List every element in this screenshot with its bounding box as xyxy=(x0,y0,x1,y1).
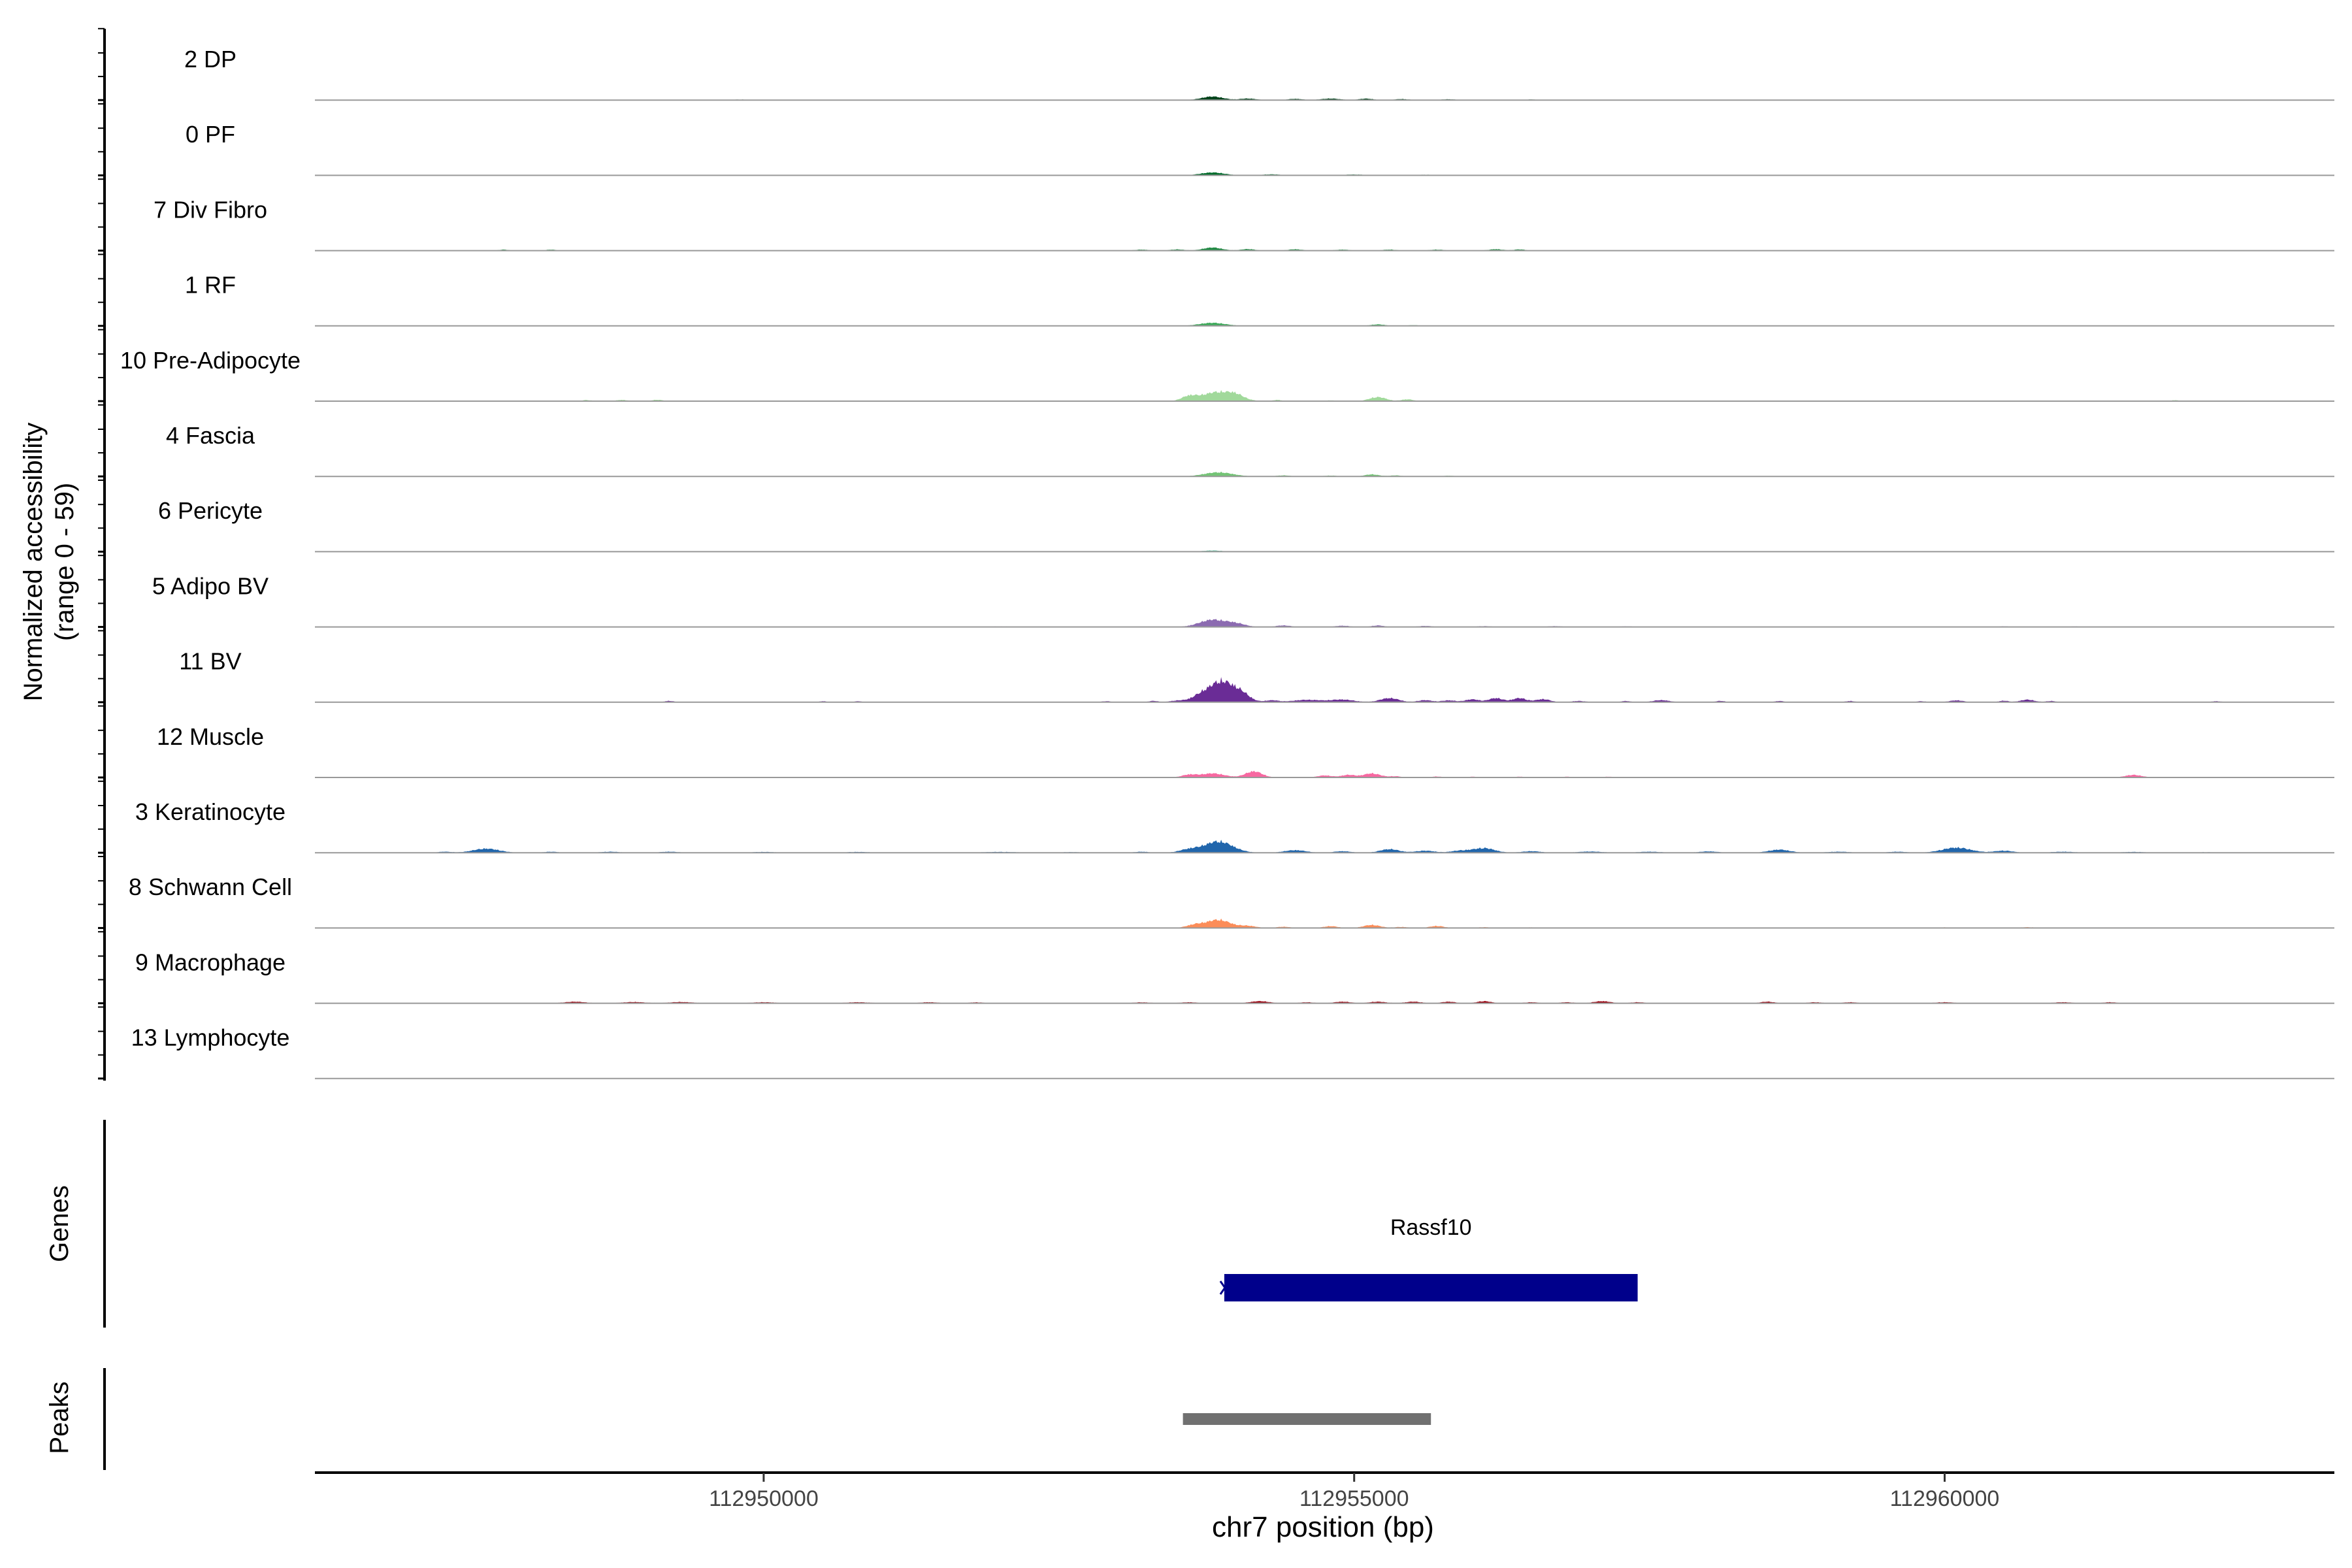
coverage-tracks: 2 DP 0 PF 7 Div Fibro 1 RF 10 Pre-Adipocyte 4… xyxy=(120,46,2334,1079)
x-tick-label: 112955000 xyxy=(1299,1486,1409,1511)
y-axis-title: Normalized accessibility xyxy=(19,423,48,702)
track-6-pericyte: 6 Pericyte xyxy=(158,497,2334,553)
track-label: 7 Div Fibro xyxy=(154,196,267,223)
x-axis-title: chr7 position (bp) xyxy=(1212,1511,1434,1543)
track-8-schwann-cell: 8 Schwann Cell xyxy=(129,874,2334,929)
track-4-fascia: 4 Fascia xyxy=(166,422,2334,478)
gene-label: Rassf10 xyxy=(1390,1215,1472,1240)
peaks-panel xyxy=(103,1368,1431,1470)
track-10-pre-adipocyte: 10 Pre-Adipocyte xyxy=(120,347,2334,402)
x-tick-label: 112960000 xyxy=(1890,1486,2000,1511)
track-0-pf: 0 PF xyxy=(186,121,2334,176)
track-label: 0 PF xyxy=(186,121,235,148)
x-axis: 112950000 112955000 112960000 xyxy=(315,1471,2334,1511)
track-label: 8 Schwann Cell xyxy=(129,874,292,900)
track-label: 13 Lymphocyte xyxy=(131,1024,290,1051)
track-label: 3 Keratinocyte xyxy=(135,798,286,825)
track-11-bv: 11 BV xyxy=(179,648,2334,703)
track-13-lymphocyte: 13 Lymphocyte xyxy=(131,1024,2334,1079)
track-7-div-fibro: 7 Div Fibro xyxy=(154,196,2334,252)
track-9-macrophage: 9 Macrophage xyxy=(135,949,2334,1004)
gene-body xyxy=(1224,1274,1638,1301)
coverage-area xyxy=(315,619,2334,627)
y-axis-subtitle: (range 0 - 59) xyxy=(50,483,79,641)
gene-strand-marker xyxy=(1219,1281,1231,1295)
coverage-area xyxy=(315,677,2334,702)
y-axis xyxy=(98,27,106,1081)
track-3-keratinocyte: 3 Keratinocyte xyxy=(135,798,2334,854)
track-label: 12 Muscle xyxy=(157,723,264,750)
coverage-area xyxy=(315,471,2334,477)
coverage-area xyxy=(315,918,2334,928)
track-12-muscle: 12 Muscle xyxy=(157,723,2334,778)
coverage-area xyxy=(315,840,2334,853)
peak-region xyxy=(1183,1413,1431,1425)
coverage-area xyxy=(315,96,2334,101)
track-label: 9 Macrophage xyxy=(135,949,286,975)
genes-panel: Rassf10 xyxy=(103,1120,1638,1328)
track-label: 1 RF xyxy=(185,272,236,299)
genes-panel-title: Genes xyxy=(45,1185,74,1262)
track-2-dp: 2 DP xyxy=(184,46,2334,101)
track-5-adipo-bv: 5 Adipo BV xyxy=(152,572,2334,628)
track-label: 6 Pericyte xyxy=(158,497,263,524)
track-label: 10 Pre-Adipocyte xyxy=(120,347,301,374)
track-label: 2 DP xyxy=(184,46,237,73)
coverage-area xyxy=(315,770,2334,777)
track-1-rf: 1 RF xyxy=(185,272,2334,327)
track-label: 4 Fascia xyxy=(166,422,255,449)
coverage-area xyxy=(315,390,2334,401)
track-label: 11 BV xyxy=(179,648,241,675)
track-label: 5 Adipo BV xyxy=(152,572,269,599)
x-tick-label: 112950000 xyxy=(709,1486,819,1511)
peaks-panel-title: Peaks xyxy=(45,1381,74,1454)
